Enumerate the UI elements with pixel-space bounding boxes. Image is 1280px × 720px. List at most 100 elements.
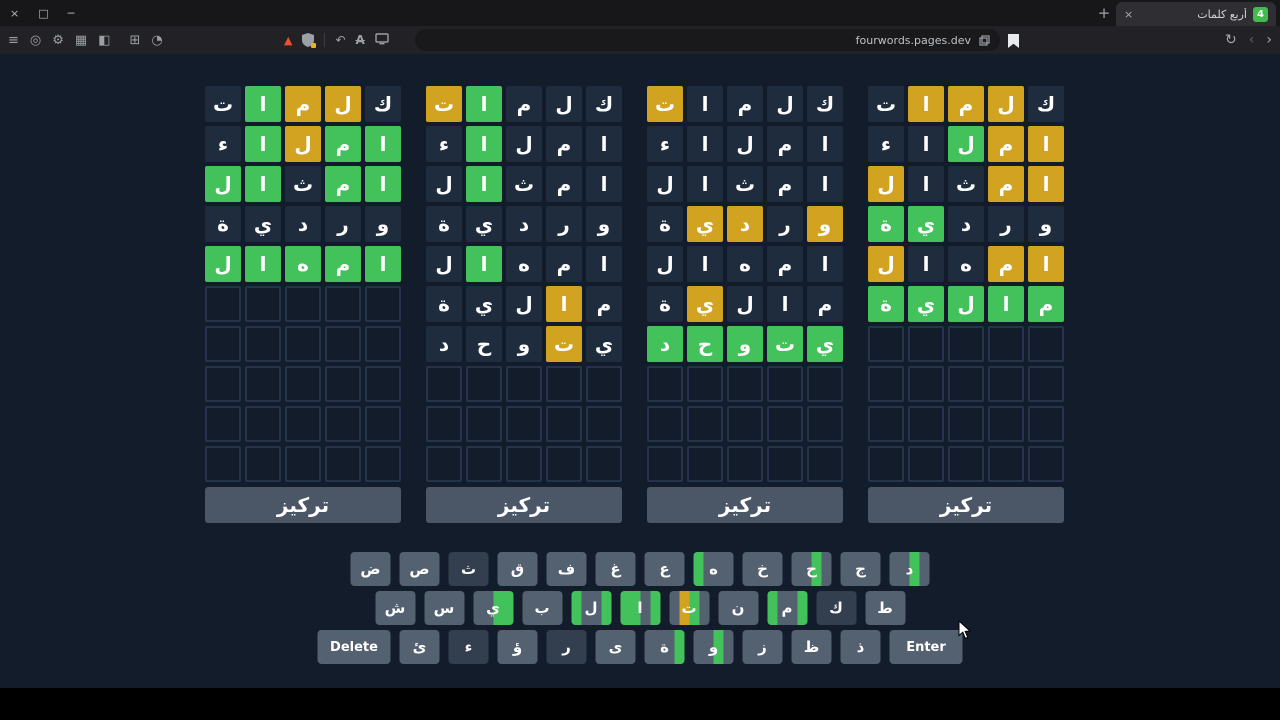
key-د[interactable]: د <box>889 552 930 586</box>
key-ش[interactable]: ش <box>375 591 415 625</box>
key-ب[interactable]: ب <box>522 591 562 625</box>
key-ء[interactable]: ء <box>448 630 489 664</box>
letter-cell: ل <box>325 86 361 122</box>
monitor-icon[interactable] <box>375 32 389 48</box>
letter-cell <box>948 446 984 482</box>
focus-button-4[interactable]: تركيز <box>868 487 1064 523</box>
key-ث[interactable]: ث <box>448 552 489 586</box>
font-disabled-icon[interactable]: A <box>355 33 365 47</box>
key-ك[interactable]: ك <box>816 591 856 625</box>
letter-cell: ك <box>807 86 843 122</box>
key-ي[interactable]: ي <box>473 591 513 625</box>
key-ج[interactable]: ج <box>840 552 881 586</box>
key-غ[interactable]: غ <box>595 552 636 586</box>
window-icon[interactable]: ⊞ <box>129 32 141 48</box>
key-ظ[interactable]: ظ <box>791 630 832 664</box>
letter-cell <box>205 366 241 402</box>
focus-button-1[interactable]: تركيز <box>205 487 401 523</box>
menu-icon[interactable]: ≡ <box>8 32 19 48</box>
letter-cell: ل <box>506 286 542 322</box>
letter-cell <box>647 366 683 402</box>
key-ع[interactable]: ع <box>644 552 685 586</box>
key-م[interactable]: م <box>767 591 807 625</box>
letter-cell: ت <box>426 86 462 122</box>
key-ف[interactable]: ف <box>546 552 587 586</box>
letter-cell <box>908 366 944 402</box>
undo-arrow-icon[interactable]: ↶ <box>335 33 346 47</box>
letter-cell <box>365 406 401 442</box>
key-ن[interactable]: ن <box>718 591 758 625</box>
letter-cell: د <box>506 206 542 242</box>
letter-cell: ء <box>426 126 462 162</box>
letter-cell <box>988 326 1024 362</box>
delete-key[interactable]: Delete <box>317 630 391 664</box>
letter-cell: ا <box>687 126 723 162</box>
key-ت[interactable]: ت <box>669 591 709 625</box>
focus-button-2[interactable]: تركيز <box>426 487 622 523</box>
bookmark-icon[interactable] <box>1008 33 1019 52</box>
letter-cell <box>205 286 241 322</box>
letter-cell <box>908 326 944 362</box>
letter-cell: ل <box>205 246 241 282</box>
letter-cell: ي <box>807 326 843 362</box>
key-س[interactable]: س <box>424 591 464 625</box>
letter-cell: ه <box>285 246 321 282</box>
key-ة[interactable]: ة <box>644 630 685 664</box>
letter-cell: م <box>586 286 622 322</box>
gear-icon[interactable]: ⚙ <box>52 32 64 48</box>
url-bar[interactable]: fourwords.pages.dev <box>415 29 1000 51</box>
letter-cell: ة <box>426 206 462 242</box>
grid-icon[interactable]: ▦ <box>74 32 88 48</box>
letter-cell: و <box>807 206 843 242</box>
new-tab-button[interactable]: + <box>1097 4 1111 22</box>
panel-icon[interactable]: ◧ <box>98 32 111 48</box>
letter-cell <box>767 406 803 442</box>
adblock-triangle-icon[interactable]: ▲ <box>284 33 293 47</box>
target-icon[interactable]: ◎ <box>29 32 42 48</box>
window-restore-button[interactable]: □ <box>38 6 49 20</box>
letter-cell <box>546 406 582 442</box>
key-ل[interactable]: ل <box>571 591 611 625</box>
letter-cell <box>586 446 622 482</box>
letter-cell: ل <box>948 126 984 162</box>
key-ا[interactable]: ا <box>620 591 660 625</box>
letter-cell <box>647 446 683 482</box>
key-ؤ[interactable]: ؤ <box>497 630 538 664</box>
reload-button[interactable]: ↻ <box>1225 32 1237 48</box>
key-ص[interactable]: ص <box>399 552 440 586</box>
key-ض[interactable]: ض <box>350 552 391 586</box>
key-خ[interactable]: خ <box>742 552 783 586</box>
window-minimize-button[interactable]: ─ <box>67 6 75 20</box>
page-action-icon[interactable] <box>979 31 990 50</box>
letter-cell <box>687 366 723 402</box>
letter-cell: ل <box>647 166 683 202</box>
letter-cell: و <box>586 206 622 242</box>
window-close-button[interactable]: × <box>10 6 20 20</box>
letter-cell: ة <box>868 286 904 322</box>
key-ح[interactable]: ح <box>791 552 832 586</box>
key-ذ[interactable]: ذ <box>840 630 881 664</box>
key-ئ[interactable]: ئ <box>399 630 440 664</box>
letter-cell <box>948 326 984 362</box>
shield-icon[interactable] <box>302 33 317 48</box>
forward-button[interactable]: › <box>1266 32 1272 48</box>
enter-key[interactable]: Enter <box>889 630 963 664</box>
key-ى[interactable]: ى <box>595 630 636 664</box>
key-ق[interactable]: ق <box>497 552 538 586</box>
letter-cell: ك <box>365 86 401 122</box>
key-و[interactable]: و <box>693 630 734 664</box>
key-ر[interactable]: ر <box>546 630 587 664</box>
letter-cell: ه <box>727 246 763 282</box>
tab-close-button[interactable]: × <box>1124 7 1134 21</box>
letter-cell: م <box>767 126 803 162</box>
clock-icon[interactable]: ◔ <box>151 32 163 48</box>
back-button[interactable]: ‹ <box>1248 32 1255 48</box>
letter-cell: ت <box>647 86 683 122</box>
letter-cell <box>245 286 281 322</box>
browser-tab[interactable]: × أربع كلمات 4 <box>1116 2 1276 26</box>
focus-button-3[interactable]: تركيز <box>647 487 843 523</box>
letter-cell: ي <box>908 286 944 322</box>
key-ط[interactable]: ط <box>865 591 905 625</box>
key-ه[interactable]: ه <box>693 552 734 586</box>
key-ز[interactable]: ز <box>742 630 783 664</box>
